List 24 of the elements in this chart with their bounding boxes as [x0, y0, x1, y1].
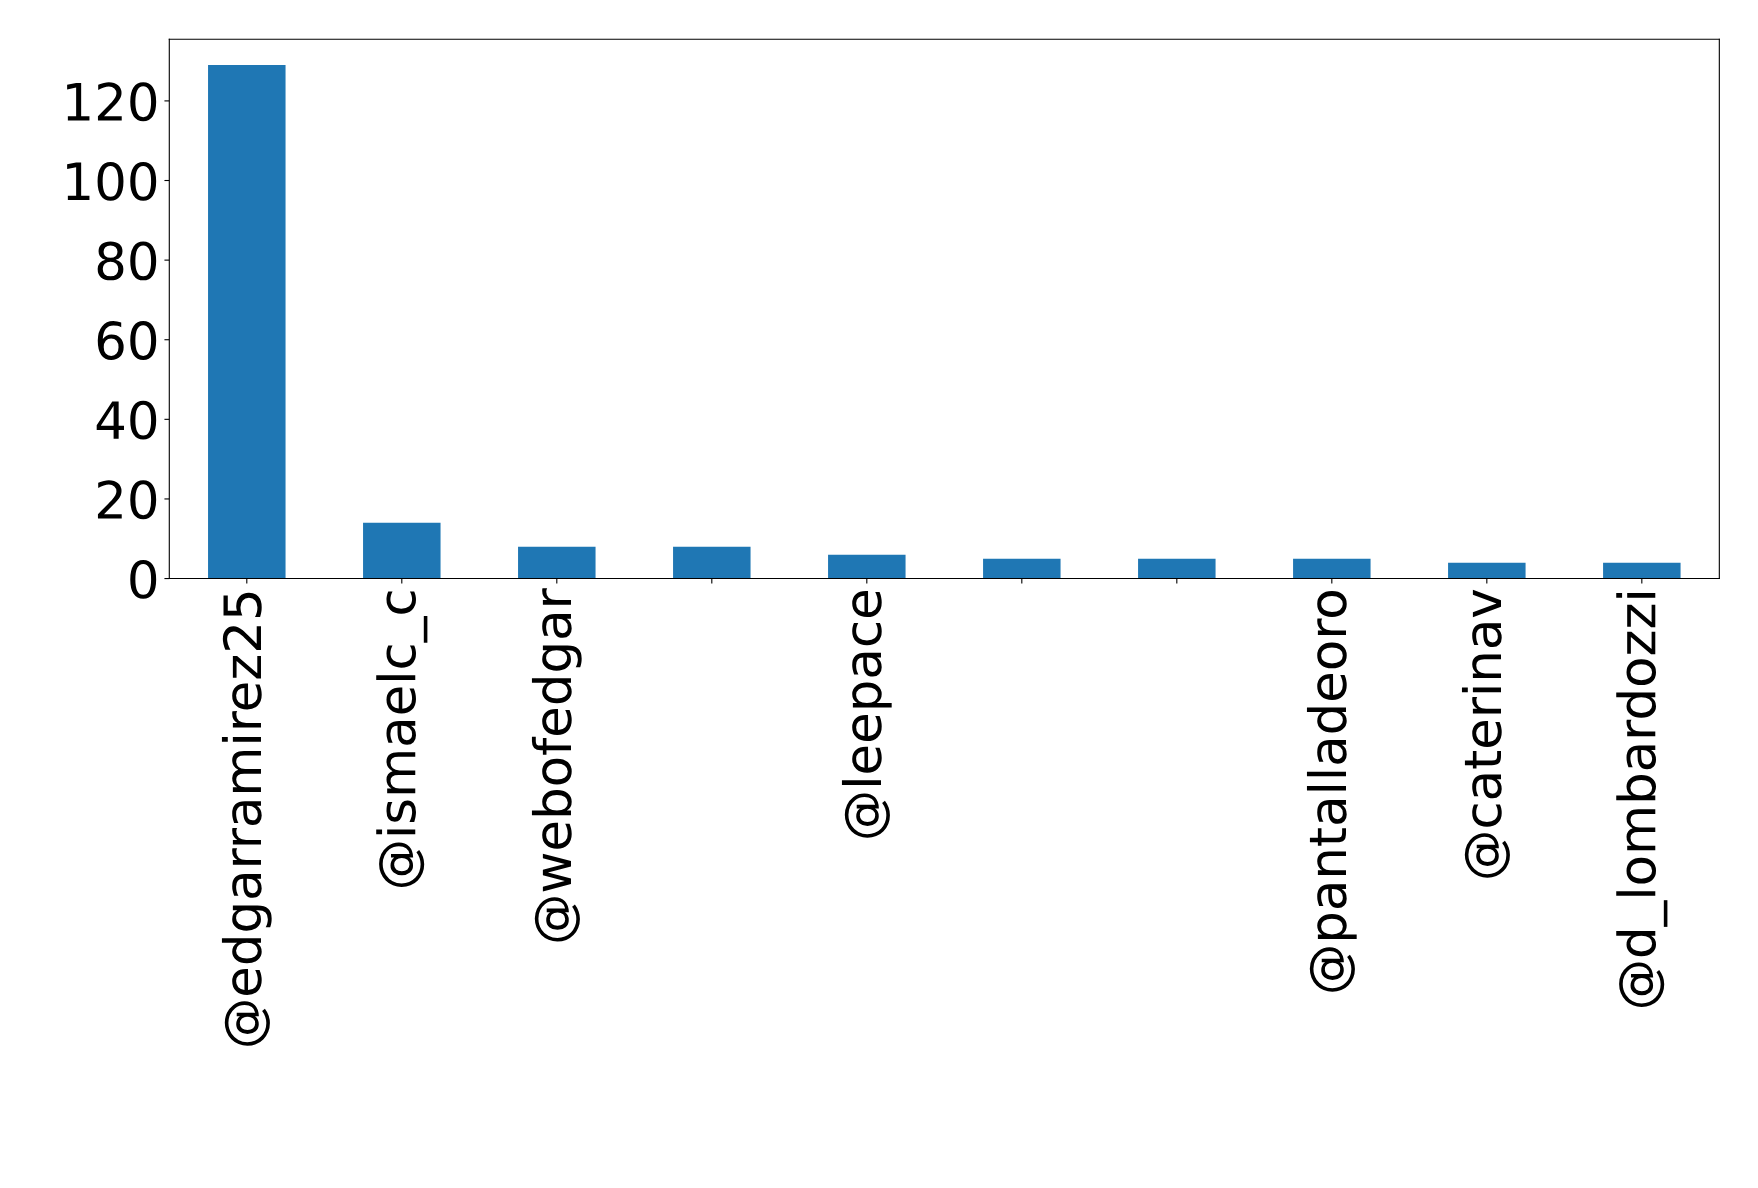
bar [673, 546, 751, 579]
bar [518, 546, 596, 579]
y-tick-label: 120 [67, 82, 157, 122]
x-tick-label: @webofedgar [531, 588, 582, 942]
bar [1138, 558, 1216, 579]
x-tick-label: @edgarramirez25 [221, 592, 272, 1046]
bar [208, 65, 286, 579]
bar [828, 554, 906, 579]
x-tick-label: @pantalladeoro [1306, 591, 1357, 992]
x-tick-label: @d_lombardozzi [1616, 593, 1668, 1007]
y-tick-label: 40 [96, 400, 157, 440]
y-tick-label: 0 [130, 559, 157, 599]
y-tick-label: 80 [97, 241, 157, 281]
bar [1293, 558, 1371, 579]
y-tick-label: 20 [97, 480, 157, 520]
bar [1603, 562, 1681, 579]
x-tick-label: @ismaelc_c [376, 591, 428, 887]
bar [363, 522, 441, 579]
y-tick-label: 100 [67, 161, 157, 201]
x-tick-label: @leepace [841, 591, 892, 838]
bar [983, 558, 1061, 579]
x-tick-label: @caterinav [1461, 589, 1510, 878]
bar [1448, 562, 1526, 579]
y-tick-label: 60 [97, 321, 157, 360]
